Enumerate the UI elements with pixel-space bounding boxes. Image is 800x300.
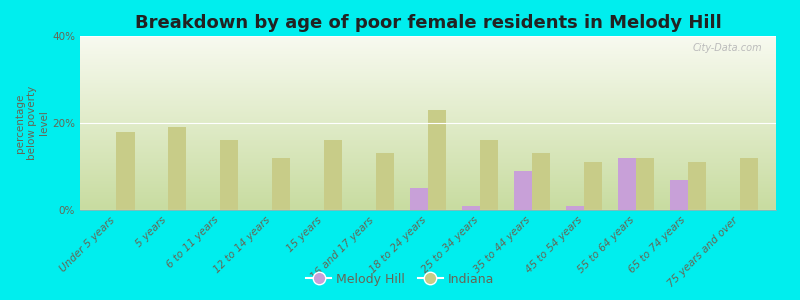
Title: Breakdown by age of poor female residents in Melody Hill: Breakdown by age of poor female resident… bbox=[134, 14, 722, 32]
Bar bbox=[532, 154, 550, 210]
Bar bbox=[480, 140, 498, 210]
Bar bbox=[324, 140, 342, 210]
Bar bbox=[618, 158, 636, 210]
Bar bbox=[584, 162, 602, 210]
Bar bbox=[462, 206, 480, 210]
Y-axis label: percentage
below poverty
level: percentage below poverty level bbox=[14, 86, 50, 160]
Bar bbox=[376, 154, 394, 210]
Bar bbox=[514, 171, 532, 210]
Bar bbox=[740, 158, 758, 210]
Bar bbox=[566, 206, 584, 210]
Bar bbox=[220, 140, 238, 210]
Bar bbox=[168, 127, 186, 210]
Bar bbox=[410, 188, 428, 210]
Legend: Melody Hill, Indiana: Melody Hill, Indiana bbox=[301, 268, 499, 291]
Bar bbox=[428, 110, 446, 210]
Bar bbox=[688, 162, 706, 210]
Text: City-Data.com: City-Data.com bbox=[693, 43, 762, 53]
Bar bbox=[272, 158, 290, 210]
Bar bbox=[670, 179, 688, 210]
Bar bbox=[636, 158, 654, 210]
Bar bbox=[116, 132, 134, 210]
